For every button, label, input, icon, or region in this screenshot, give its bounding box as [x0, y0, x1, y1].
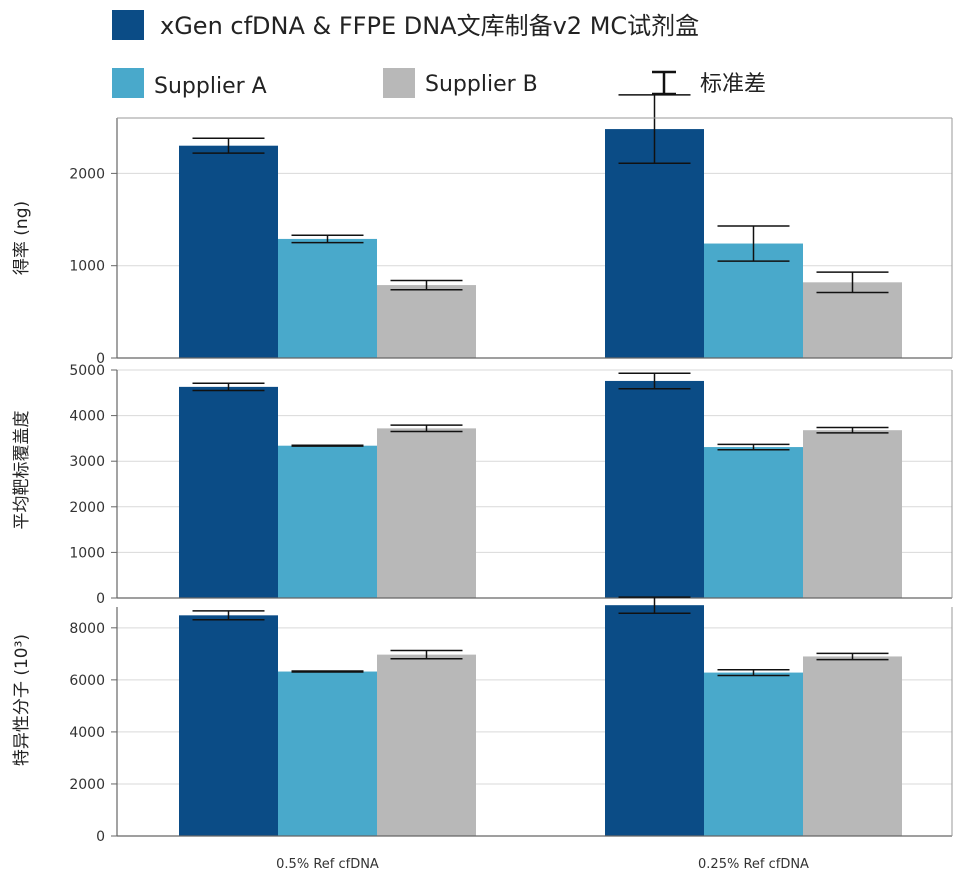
bar: [605, 380, 704, 598]
y-tick-label: 1000: [69, 545, 105, 561]
legend-label-2: Supplier B: [425, 72, 538, 97]
bar: [803, 282, 902, 358]
bar: [704, 447, 803, 598]
y-tick-label: 8000: [69, 621, 105, 637]
legend-swatch-0: [112, 10, 144, 40]
y-tick-label: 2000: [69, 777, 105, 793]
bar: [278, 445, 377, 598]
bar: [605, 129, 704, 358]
bar: [278, 671, 377, 836]
bar: [377, 428, 476, 598]
x-category-label: 0.5% Ref cfDNA: [276, 857, 379, 872]
y-tick-label: 6000: [69, 673, 105, 689]
legend-label-0: xGen cfDNA & FFPE DNA文库制备v2 MC试剂盒: [160, 12, 699, 40]
y-tick-label: 2000: [69, 166, 105, 182]
bar: [377, 654, 476, 836]
y-tick-label: 5000: [69, 363, 105, 379]
legend-swatch-1: [112, 68, 144, 98]
y-tick-label: 3000: [69, 454, 105, 470]
y-tick-label: 1000: [69, 259, 105, 275]
y-tick-label: 2000: [69, 500, 105, 516]
bar: [179, 386, 278, 598]
bar: [803, 430, 902, 598]
bar: [179, 615, 278, 836]
bar: [179, 145, 278, 358]
bar: [704, 672, 803, 836]
y-tick-label: 4000: [69, 725, 105, 741]
legend-label-1: Supplier A: [154, 74, 267, 99]
y-axis-label: 特异性分子 (10³): [12, 634, 32, 766]
legend-label-3: 标准差: [700, 72, 766, 97]
bar: [803, 656, 902, 836]
y-axis-label: 得率 (ng): [12, 201, 32, 275]
x-category-label: 0.25% Ref cfDNA: [698, 857, 809, 872]
bar: [278, 238, 377, 358]
y-tick-label: 0: [96, 351, 105, 367]
y-tick-label: 0: [96, 591, 105, 607]
y-axis-label: 平均靶标覆盖度: [12, 411, 32, 530]
y-tick-label: 4000: [69, 409, 105, 425]
legend-swatch-2: [383, 68, 415, 98]
y-tick-label: 0: [96, 829, 105, 845]
bar: [704, 243, 803, 358]
bar: [377, 285, 476, 358]
bar: [605, 605, 704, 836]
